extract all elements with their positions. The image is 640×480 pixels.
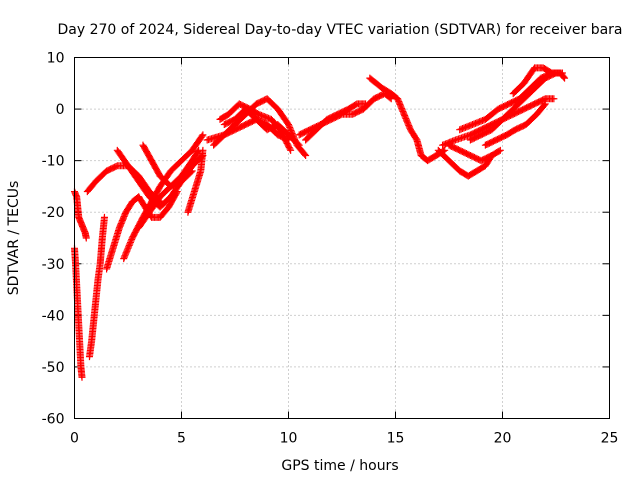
series-arc-9 (135, 167, 196, 232)
data-point-marker (495, 147, 503, 155)
data-point-marker (561, 74, 569, 82)
x-tick-label: 15 (387, 431, 405, 447)
data-point-marker (441, 146, 449, 154)
data-point-marker (286, 125, 294, 133)
data-point-marker (302, 151, 310, 159)
data-point-marker (285, 122, 293, 130)
data-point-marker (82, 234, 90, 242)
data-point-marker (287, 126, 295, 134)
data-point-marker (187, 168, 195, 176)
series-arc-14 (216, 100, 295, 154)
series-arc-16 (302, 100, 370, 144)
data-point-marker (78, 373, 86, 381)
series-arc-24 (509, 64, 569, 98)
data-point-marker (121, 252, 129, 260)
series-arc-22 (466, 69, 560, 144)
series-arc-19 (434, 146, 496, 180)
series-arc-10 (184, 146, 207, 216)
chart-title: Day 270 of 2024, Sidereal Day-to-day VTE… (57, 22, 622, 38)
data-point-marker (198, 132, 206, 140)
series-arc-1 (71, 188, 90, 242)
series-arc-11 (210, 95, 310, 159)
data-point-marker (286, 145, 294, 153)
data-point-marker (120, 253, 128, 261)
data-points (71, 64, 569, 381)
data-point-marker (287, 146, 295, 154)
data-point-marker (122, 249, 130, 257)
y-tick-label: -50 (42, 360, 65, 376)
y-tick-label: 10 (47, 51, 65, 67)
data-point-marker (199, 146, 207, 154)
plot-frame (74, 57, 610, 419)
data-point-marker (294, 140, 302, 148)
x-tick-label: 5 (177, 431, 186, 447)
data-point-marker (560, 73, 568, 81)
x-tick-label: 25 (601, 431, 619, 447)
data-point-marker (540, 101, 548, 109)
data-point-marker (100, 213, 108, 221)
series-arc-23 (481, 100, 549, 149)
data-point-marker (122, 250, 130, 258)
x-tick-label: 0 (70, 431, 79, 447)
data-point-marker (487, 153, 495, 161)
data-point-marker (126, 238, 134, 246)
y-tick-label: -30 (42, 257, 65, 273)
data-point-marker (286, 123, 294, 131)
y-axis-title: SDTVAR / TECUs (6, 181, 22, 296)
data-point-marker (541, 100, 549, 108)
y-tick-labels: -60 -50 -40 -30 -20 -10 0 10 (42, 51, 65, 428)
series-arc-17 (366, 74, 449, 165)
data-point-marker (125, 241, 133, 249)
data-point-marker (199, 131, 207, 139)
series-arc-15 (295, 90, 395, 139)
data-point-marker (285, 121, 292, 129)
data-point-marker (188, 167, 196, 175)
series-arc-2 (71, 244, 86, 381)
data-point-marker (496, 146, 504, 154)
y-tick-label: -40 (42, 308, 65, 324)
data-point-marker (123, 246, 131, 254)
y-tick-label: -10 (42, 154, 65, 170)
y-tick-label: 0 (56, 102, 65, 118)
data-point-marker (126, 240, 134, 248)
data-point-marker (120, 255, 128, 263)
series-arc-3 (85, 213, 108, 361)
data-point-marker (288, 128, 296, 136)
data-point-marker (301, 150, 309, 158)
x-tick-label: 20 (494, 431, 512, 447)
x-tick-labels: 0 5 10 15 20 25 (70, 431, 618, 447)
data-point-marker (550, 95, 558, 103)
y-tick-label: -20 (42, 205, 65, 221)
x-axis-title: GPS time / hours (281, 458, 398, 474)
data-point-marker (295, 141, 303, 149)
data-point-marker (127, 237, 135, 245)
data-point-marker (488, 151, 496, 159)
data-point-marker (362, 100, 370, 108)
data-point-marker (125, 243, 133, 251)
y-tick-label: -60 (42, 412, 65, 428)
data-point-marker (123, 247, 131, 255)
data-point-marker (124, 244, 132, 252)
x-tick-label: 10 (280, 431, 298, 447)
